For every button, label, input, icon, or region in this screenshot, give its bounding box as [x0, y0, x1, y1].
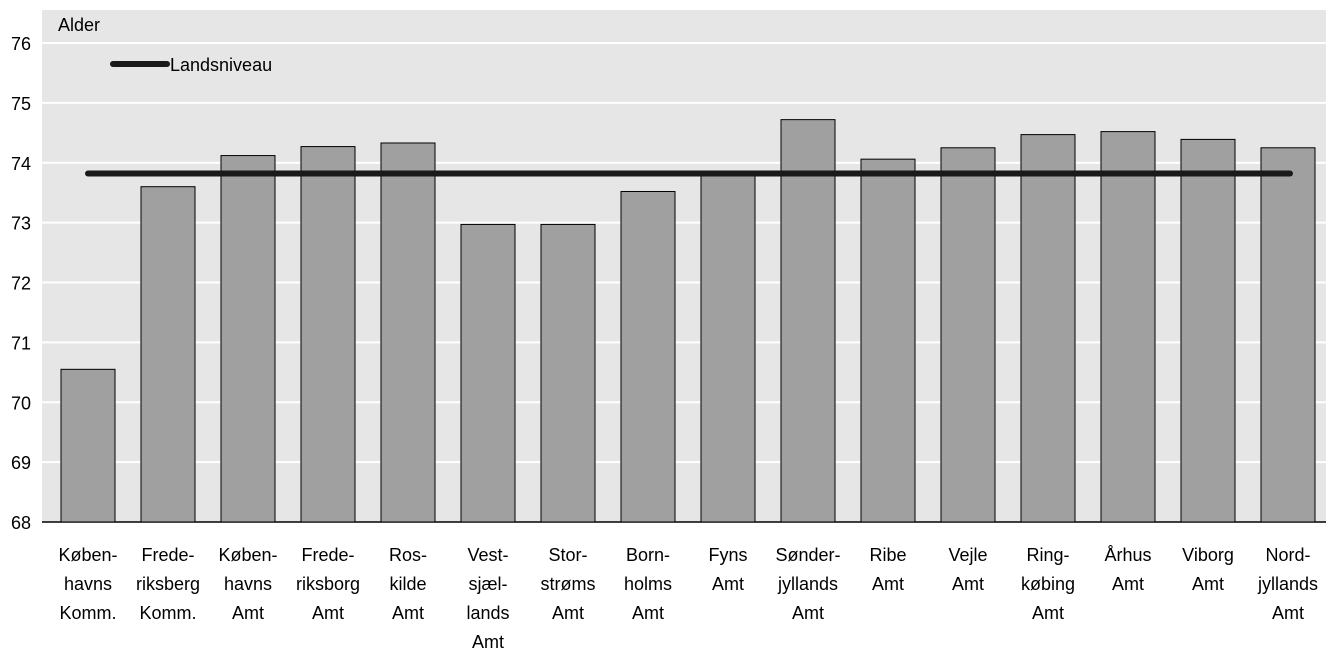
bar [1260, 147, 1316, 523]
category-label-line: Amt [952, 574, 984, 594]
category-label-line: Sønder- [775, 545, 840, 565]
category-label-line: Amt [312, 603, 344, 623]
bar [460, 223, 516, 523]
bar [620, 190, 676, 523]
category-label-line: Amt [872, 574, 904, 594]
category-label: Køben-havns Komm. [58, 545, 117, 623]
y-tick-labels: 68 69 70 71 72 73 74 75 76 [11, 34, 31, 533]
category-label-line: Amt [232, 603, 264, 623]
category-label: Århus Amt [1104, 545, 1151, 594]
category-label: Frede-riksberg Komm. [136, 545, 200, 623]
bar [780, 119, 836, 523]
category-label-line: Ring- [1026, 545, 1069, 565]
category-label: Frede-riksborg Amt [296, 545, 360, 623]
y-tick-label: 73 [11, 214, 31, 234]
bar [1020, 134, 1076, 523]
category-label-line: jyllands [777, 574, 838, 594]
y-tick-label: 75 [11, 94, 31, 114]
category-label: Ribe Amt [869, 545, 906, 594]
category-label-line: kilde [389, 574, 426, 594]
bar [1100, 131, 1156, 523]
category-label-line: Born- [626, 545, 670, 565]
category-label-line: købing [1021, 574, 1075, 594]
category-label-line: Amt [1112, 574, 1144, 594]
category-label-line: Komm. [139, 603, 196, 623]
category-label-line: Amt [552, 603, 584, 623]
category-label-line: Ros- [389, 545, 427, 565]
category-label-line: Viborg [1182, 545, 1234, 565]
category-label-line: Vest- [467, 545, 508, 565]
category-label-line: riksborg [296, 574, 360, 594]
bar [700, 174, 756, 523]
category-label-line: sjæl- [469, 574, 508, 594]
category-label-line: Ribe [869, 545, 906, 565]
bar [1180, 138, 1236, 523]
category-label-line: holms [624, 574, 672, 594]
y-tick-label: 76 [11, 34, 31, 54]
category-label-line: Amt [792, 603, 824, 623]
category-label-line: Fyns [708, 545, 747, 565]
category-label-line: Frede- [301, 545, 354, 565]
bar [540, 223, 596, 523]
category-label-line: Amt [472, 632, 504, 651]
category-label-line: Århus [1104, 545, 1151, 565]
category-label: Nord-jyllands Amt [1257, 545, 1318, 623]
category-label-line: Køben- [218, 545, 277, 565]
y-tick-label: 68 [11, 513, 31, 533]
category-label-line: Frede- [141, 545, 194, 565]
legend-label: Landsniveau [170, 55, 272, 75]
bar [60, 368, 116, 523]
y-tick-label: 69 [11, 453, 31, 473]
category-label-line: jyllands [1257, 574, 1318, 594]
category-label-line: havns [64, 574, 112, 594]
category-label: Fyns Amt [708, 545, 747, 594]
category-label-line: strøms [541, 574, 596, 594]
category-label: Sønder-jyllands Amt [775, 545, 840, 623]
category-label-line: havns [224, 574, 272, 594]
category-label: Køben-havns Amt [218, 545, 277, 623]
category-label-line: Vejle [948, 545, 987, 565]
category-label: Born-holms Amt [624, 545, 672, 623]
bar [860, 158, 916, 523]
category-label-line: Nord- [1265, 545, 1310, 565]
category-label: Viborg Amt [1182, 545, 1234, 594]
category-label-line: Amt [392, 603, 424, 623]
legend: Landsniveau [110, 55, 272, 75]
y-axis-title: Alder [58, 15, 100, 35]
category-label-line: Amt [1032, 603, 1064, 623]
category-label-line: lands [466, 603, 509, 623]
category-label: Ros-kilde Amt [389, 545, 427, 623]
category-label: Stor-strøms Amt [541, 545, 596, 623]
category-label: Vejle Amt [948, 545, 987, 594]
category-label-line: Stor- [548, 545, 587, 565]
bars [60, 119, 1316, 523]
category-label: Ring-købing Amt [1021, 545, 1075, 623]
bar [940, 147, 996, 523]
category-label-line: Amt [1272, 603, 1304, 623]
y-tick-label: 74 [11, 154, 31, 174]
category-label: Vest-sjæl-lands Amt [466, 545, 509, 651]
y-tick-label: 70 [11, 393, 31, 413]
category-label-line: Køben- [58, 545, 117, 565]
bar [380, 142, 436, 523]
bar [220, 155, 276, 523]
y-tick-label: 71 [11, 333, 31, 353]
y-tick-label: 72 [11, 274, 31, 294]
category-label-line: riksberg [136, 574, 200, 594]
bar [300, 146, 356, 523]
category-label-line: Komm. [59, 603, 116, 623]
category-labels: Køben-havns Komm.Frede-riksberg Komm.Køben… [58, 545, 1318, 652]
category-label-line: Amt [712, 574, 744, 594]
category-label-line: Amt [1192, 574, 1224, 594]
category-label-line: Amt [632, 603, 664, 623]
bar [140, 186, 196, 523]
